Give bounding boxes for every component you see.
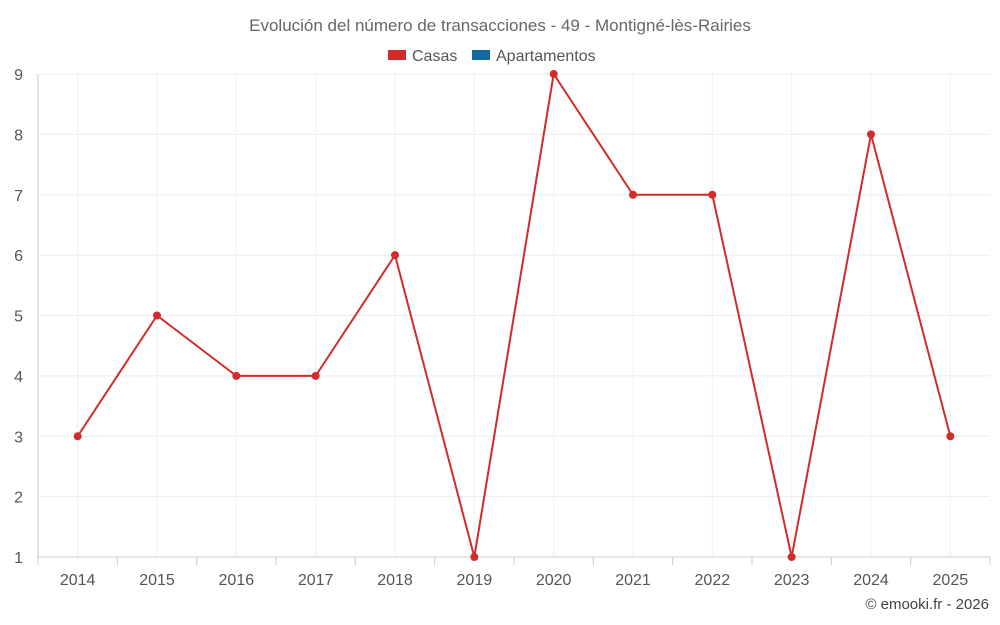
x-tick-label: 2014 [60, 572, 96, 589]
x-tick-label: 2019 [457, 572, 493, 589]
x-tick-label: 2020 [536, 572, 572, 589]
data-point[interactable] [629, 190, 637, 199]
y-tick-label: 8 [14, 127, 23, 144]
y-tick-label: 3 [14, 429, 23, 446]
series-line-casas [76, 73, 952, 558]
x-tick-label: 2025 [933, 572, 969, 589]
y-tick-label: 6 [14, 248, 23, 265]
data-point[interactable] [549, 70, 558, 78]
data-point[interactable] [73, 432, 82, 441]
data-point[interactable] [153, 311, 161, 320]
data-point[interactable] [708, 190, 717, 199]
x-tick-label: 2022 [695, 572, 731, 589]
data-point[interactable] [391, 251, 399, 260]
y-axis-ticks: 1 2 3 4 5 6 7 8 9 [14, 67, 23, 567]
y-tick-label: 5 [14, 309, 23, 326]
series-points [73, 70, 955, 561]
x-tick-label: 2017 [298, 572, 334, 589]
data-point[interactable] [232, 371, 241, 380]
y-tick-label: 9 [14, 67, 23, 84]
y-tick-label: 1 [14, 550, 23, 567]
x-tick-label: 2015 [139, 572, 175, 589]
x-tick-label: 2024 [853, 572, 889, 589]
data-point[interactable] [867, 130, 875, 139]
y-tick-label: 7 [14, 188, 23, 205]
legend-label-casas[interactable]: Casas [412, 48, 457, 65]
legend-swatch-casas [388, 50, 406, 60]
legend: Casas Apartamentos [388, 48, 596, 65]
x-tick-label: 2021 [615, 572, 651, 589]
credit-text: © emooki.fr - 2026 [865, 596, 989, 613]
x-axis-ticks: 2014 2015 2016 2017 2018 2019 2020 2021 2022 2023… [60, 572, 968, 589]
data-point[interactable] [946, 432, 955, 441]
data-point[interactable] [470, 553, 479, 561]
grid [38, 73, 990, 557]
y-tick-label: 4 [14, 369, 23, 386]
legend-label-apartamentos[interactable]: Apartamentos [496, 48, 596, 65]
series-lines [76, 73, 952, 558]
x-tick-label: 2018 [377, 572, 413, 589]
x-tick-label: 2016 [219, 572, 255, 589]
data-point[interactable] [787, 553, 796, 561]
y-tick-label: 2 [14, 490, 23, 507]
data-point[interactable] [311, 371, 320, 380]
axes [37, 74, 991, 565]
x-tick-label: 2023 [774, 572, 810, 589]
chart-title: Evolución del número de transacciones - … [249, 16, 751, 35]
legend-swatch-apartamentos [472, 50, 490, 60]
